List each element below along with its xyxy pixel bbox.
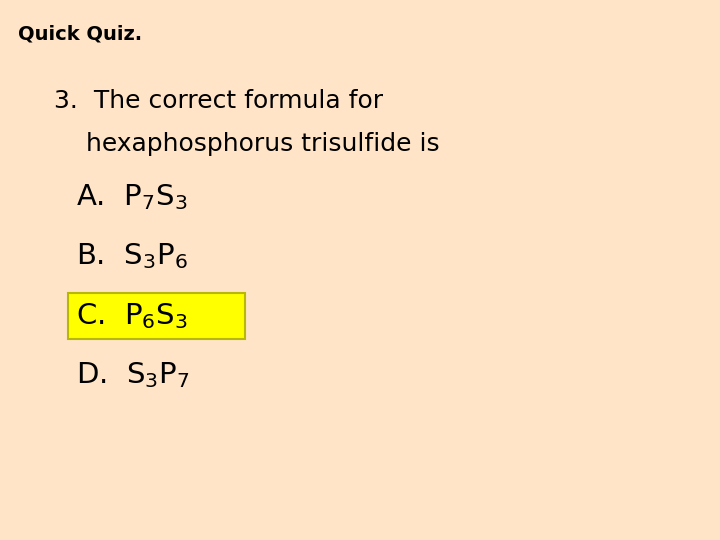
Text: Quick Quiz.: Quick Quiz. [18, 24, 142, 43]
Text: 3.  The correct formula for: 3. The correct formula for [54, 89, 383, 113]
Text: D.  $\mathregular{S_3P_7}$: D. $\mathregular{S_3P_7}$ [76, 360, 189, 390]
Text: C.  $\mathregular{P_6S_3}$: C. $\mathregular{P_6S_3}$ [76, 301, 187, 331]
Text: hexaphosphorus trisulfide is: hexaphosphorus trisulfide is [54, 132, 440, 156]
FancyBboxPatch shape [68, 293, 245, 339]
Text: A.  $\mathregular{P_7S_3}$: A. $\mathregular{P_7S_3}$ [76, 182, 187, 212]
Text: B.  $\mathregular{S_3P_6}$: B. $\mathregular{S_3P_6}$ [76, 241, 187, 272]
